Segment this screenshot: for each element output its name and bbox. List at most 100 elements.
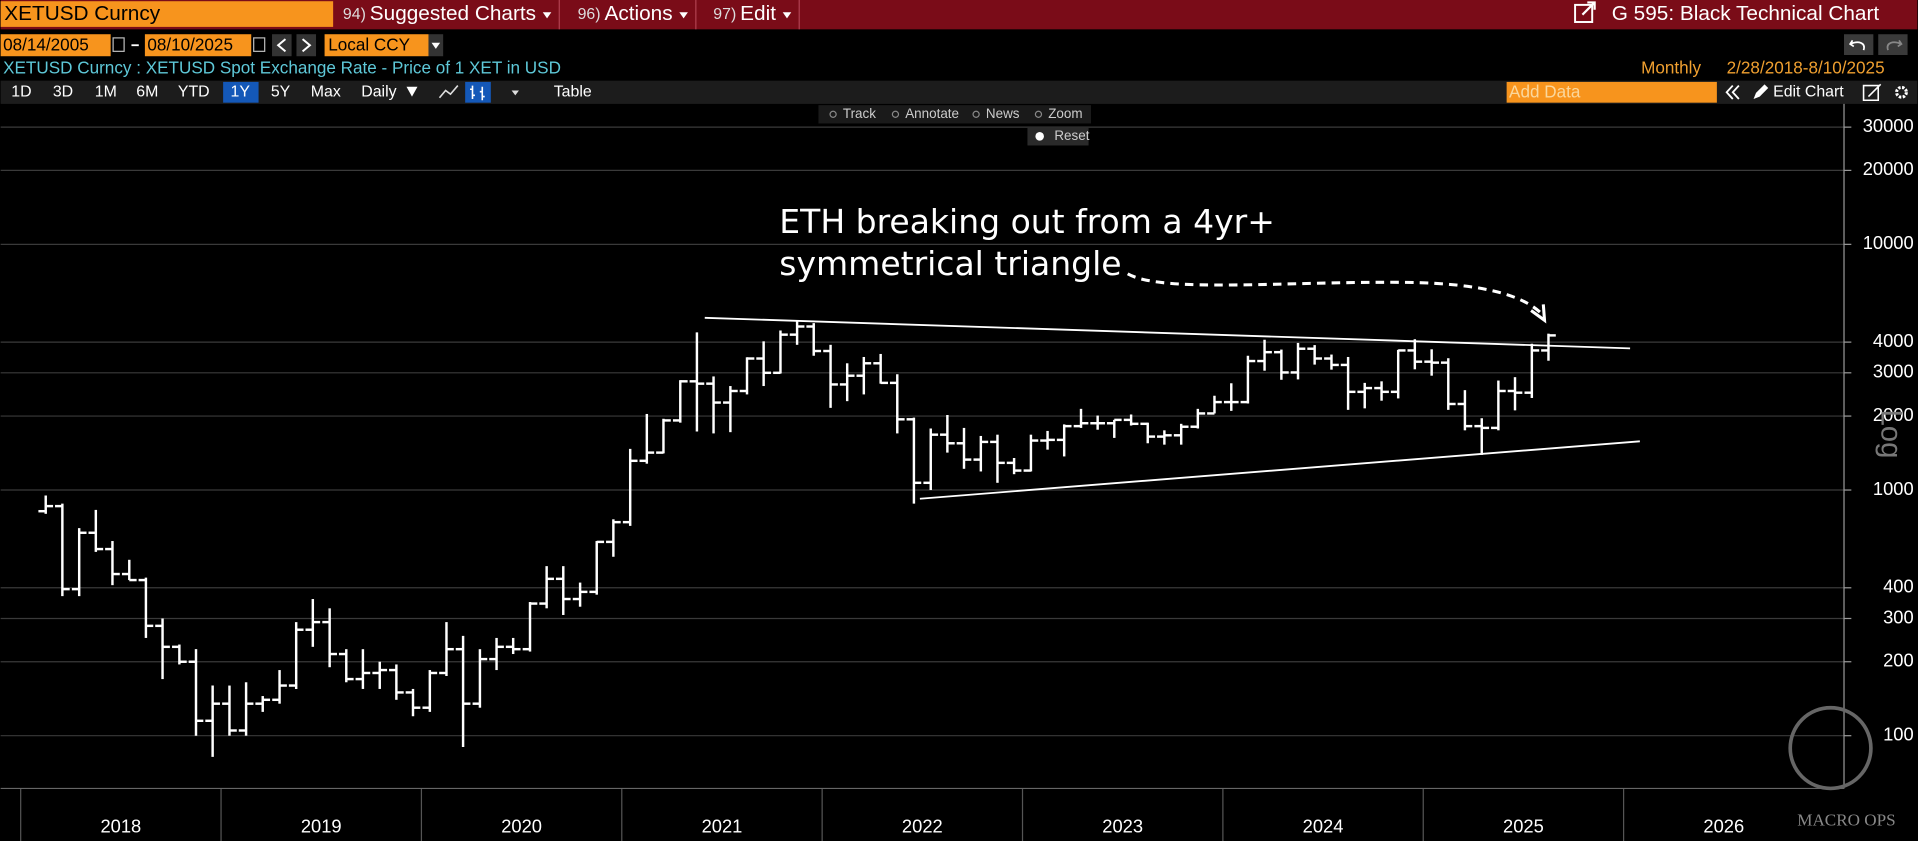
tool-button[interactable]: Track [843,106,876,121]
bar-chart-icon [470,85,485,101]
x-tick-label: 2024 [1303,815,1344,836]
line-chart-icon[interactable] [438,85,459,99]
annotation-line: ETH breaking out from a 4yr+ [779,202,1275,241]
menu-label[interactable]: Suggested Charts [370,2,536,25]
redo-icon [1886,39,1903,51]
y-tick-label: 10000 [1863,232,1914,253]
period-button[interactable]: YTD [178,83,210,100]
dropdown-arrow [542,12,552,19]
x-tick-label: 2025 [1503,815,1544,836]
undo-button[interactable] [1844,34,1874,56]
period-button[interactable]: 1D [11,83,31,100]
chart-tools [818,105,1092,124]
scale-label: Log [1874,409,1907,458]
menu-key[interactable]: 97) [713,6,736,23]
dropdown-arrow [406,86,418,97]
page-icon[interactable] [1574,1,1596,23]
redo-button[interactable] [1878,34,1908,56]
period-button[interactable]: 3D [53,83,73,100]
dropdown-arrow [782,12,792,19]
next-chevron [301,38,312,53]
dropdown-arrow [431,42,441,49]
upper-trendline [704,316,1631,350]
edit-chart[interactable]: Edit Chart [1773,83,1844,100]
calendar-icon[interactable] [253,37,266,52]
security-text: XETUSD Curncy [4,2,160,25]
annotation-arrow [1126,272,1542,315]
period-button[interactable]: 1M [95,83,117,100]
y-tick-label: 30000 [1863,115,1914,136]
tool-icon [891,110,900,118]
start-date-field[interactable] [0,34,111,57]
edit-icon[interactable] [1862,83,1882,102]
y-tick-label: 3000 [1873,361,1914,382]
security-description: XETUSD Curncy : XETUSD Spot Exchange Rat… [3,59,561,78]
menu-label[interactable]: Actions [605,2,673,25]
settings-icon[interactable] [1895,85,1908,99]
dropdown-arrow [679,12,688,19]
x-tick-label: 2019 [301,815,342,836]
x-tick-label: 2026 [1703,815,1744,836]
reset-label: Reset [1054,128,1089,143]
prev-chevron [276,38,287,53]
period-buttons: 1D 3D 1M 6M YTD 1Y 5Y Max [11,81,341,103]
calendar-icon[interactable] [112,37,125,52]
watermark-logo [1788,705,1873,791]
x-tick-label: 2020 [501,815,542,836]
lower-trendline [919,440,1640,500]
x-tick-label: 2018 [100,815,141,836]
y-tick-label: 100 [1883,724,1914,745]
plot-area: 100 200 300 400 1000 2000 3000 4000 10000 20000 30… [0,115,1914,841]
menu-key[interactable]: 96) [578,6,601,23]
next-button[interactable] [296,34,317,57]
tool-buttons: Track Annotate News Zoom [829,106,1083,121]
x-tick-label: 2021 [702,815,743,836]
selected-period [223,81,259,103]
arrow-head [1530,304,1547,324]
security-field[interactable] [0,1,334,27]
periodicity: Monthly [1641,59,1701,78]
period-button[interactable]: 6M [136,83,158,100]
end-date-field[interactable] [144,34,252,57]
menu-label[interactable]: Edit [740,2,776,25]
tool-icon [829,110,837,118]
prev-button[interactable] [272,34,292,57]
icon-arrow [1581,1,1596,16]
tool-button[interactable]: Annotate [905,106,959,121]
frequency[interactable]: Daily [361,83,396,100]
y-tick-label: 2000 [1873,404,1914,425]
date-range: 2/28/2018-8/10/2025 [1727,59,1885,78]
tool-button[interactable]: Zoom [1048,106,1082,121]
tool-icon [1034,110,1043,118]
y-tick-label: 400 [1883,576,1914,597]
dropdown-arrow[interactable] [511,90,519,96]
page-title: G 595: Black Technical Chart [1612,2,1880,25]
start-date: 08/14/2005 [3,35,89,54]
period-button[interactable]: 1Y [231,83,251,100]
add-data-field[interactable] [1506,81,1717,103]
currency-field[interactable] [324,34,429,57]
period-button[interactable]: Max [311,83,341,100]
add-data-placeholder: Add Data [1509,82,1581,101]
annotation-line: symmetrical triangle [779,244,1121,283]
end-date: 08/10/2025 [147,35,233,54]
pencil-icon [1753,84,1769,100]
tool-button[interactable]: News [986,106,1020,121]
period-button[interactable]: 5Y [271,83,291,100]
x-tick-label: 2023 [1102,815,1143,836]
reset-icon [1035,132,1044,141]
table-button[interactable]: Table [554,83,592,100]
undo-icon [1848,39,1865,51]
y-tick-label: 1000 [1873,478,1914,499]
reset-button[interactable] [1027,127,1089,146]
menu-key[interactable]: 94) [343,6,366,23]
y-tick-label: 4000 [1873,330,1914,351]
collapse-icon[interactable] [1725,84,1740,100]
icon-box [1574,3,1594,23]
y-tick-label: 200 [1883,650,1914,671]
y-tick-label: 20000 [1863,158,1914,179]
bar-chart-button[interactable] [465,81,491,103]
